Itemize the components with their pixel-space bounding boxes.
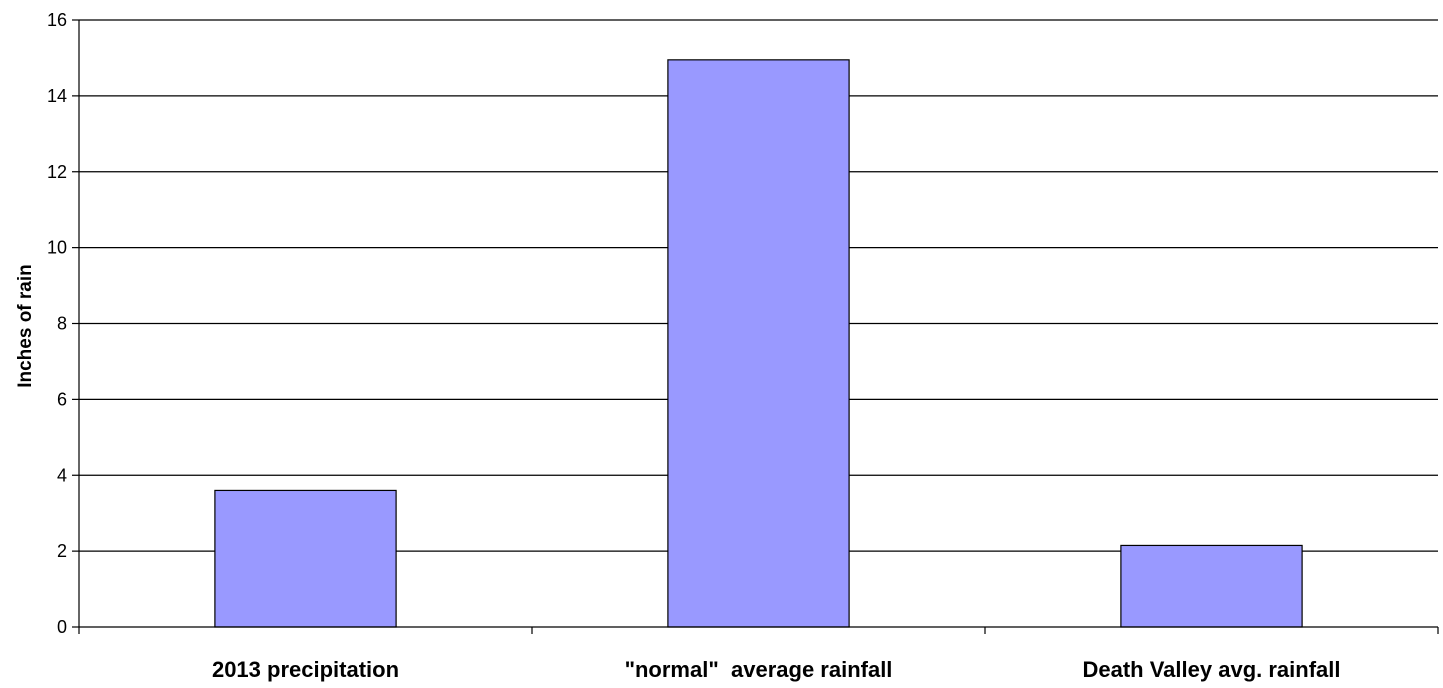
bar <box>214 489 397 628</box>
bar <box>667 59 850 628</box>
x-category-label: "normal" average rainfall <box>625 657 893 682</box>
x-category-label: Death Valley avg. rainfall <box>1082 657 1340 682</box>
x-category-labels: 2013 precipitation "normal" average rainf… <box>212 657 1341 682</box>
y-tick-label: 2 <box>57 541 67 561</box>
y-tick-label: 0 <box>57 617 67 637</box>
y-tick-label: 4 <box>57 465 67 485</box>
y-tick-label: 16 <box>47 10 67 30</box>
y-tick-label: 6 <box>57 389 67 409</box>
y-tick-label: 10 <box>47 238 67 258</box>
y-tick-label: 14 <box>47 86 67 106</box>
bars <box>214 59 1303 628</box>
bar <box>1120 544 1303 628</box>
x-category-label: 2013 precipitation <box>212 657 399 682</box>
y-axis-title: Inches of rain <box>15 264 36 388</box>
y-tick-labels: 0 2 4 6 8 10 12 14 16 <box>47 10 67 637</box>
axes <box>72 19 1439 634</box>
y-tick-label: 8 <box>57 314 67 334</box>
y-tick-label: 12 <box>47 162 67 182</box>
